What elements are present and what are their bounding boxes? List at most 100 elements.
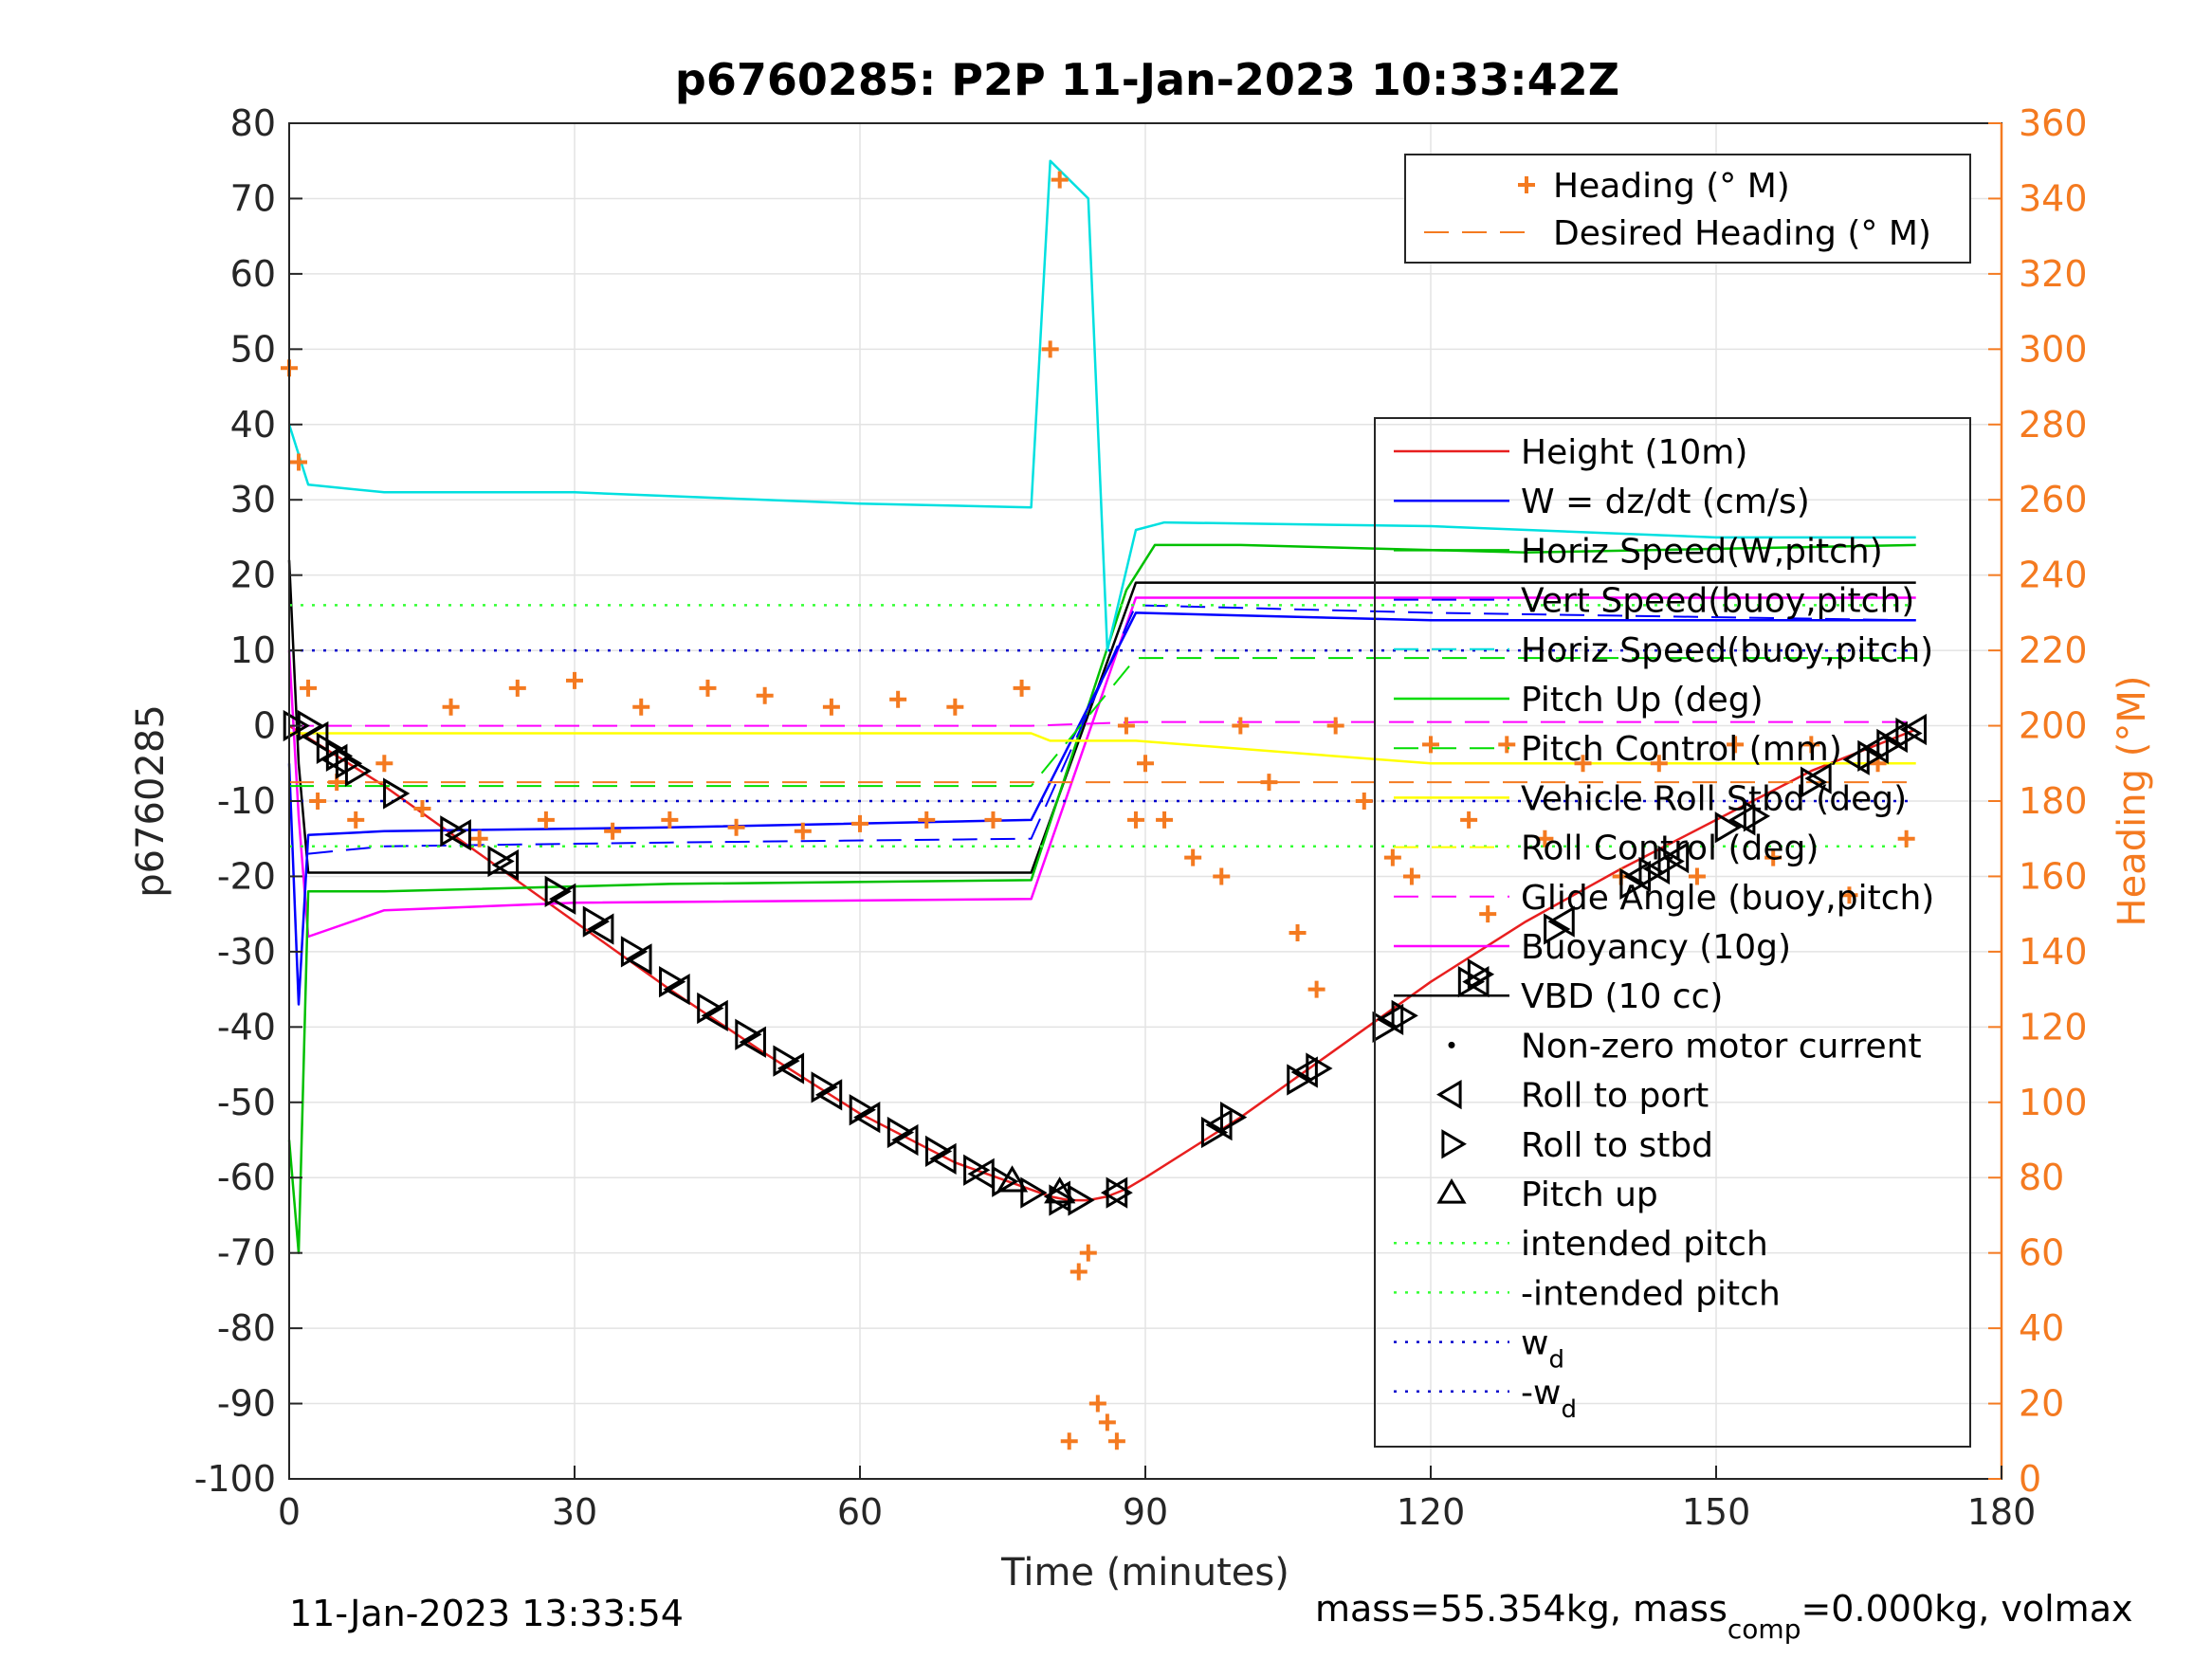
series-point-heading-m <box>946 698 964 716</box>
series-point-heading-m <box>1460 811 1478 829</box>
series-point-heading-m <box>1117 717 1135 735</box>
series-point-heading-m <box>1383 848 1401 866</box>
legend-label: Glide Angle (buoy,pitch) <box>1521 879 1934 918</box>
y2-tick-label: 320 <box>2019 253 2088 295</box>
series-point-heading-m <box>1041 340 1059 358</box>
legend-label: Roll Control (deg) <box>1521 830 1819 868</box>
series-point-heading-m <box>661 811 679 829</box>
marker-tri-right <box>1306 1052 1333 1085</box>
legend-swatch-tri-right <box>1441 1129 1467 1159</box>
series-point-heading-m <box>1156 811 1174 829</box>
y-tick-label: 80 <box>230 102 276 144</box>
series-point-heading-m <box>1213 867 1231 885</box>
x-tick-label: 150 <box>1682 1491 1751 1533</box>
y-tick-label: 60 <box>230 253 276 295</box>
series-point-heading-m <box>727 818 745 836</box>
main-legend: Height (10m) W = dz/dt (cm/s) Horiz Speed(… <box>1374 417 1971 1448</box>
series-point-heading-m <box>851 814 868 832</box>
marker-tri-right <box>1544 913 1571 945</box>
marker-tri-left <box>1100 1176 1128 1209</box>
y2-tick-label: 120 <box>2019 1006 2088 1048</box>
legend-label: Pitch up <box>1521 1176 1658 1214</box>
x-tick-label: 90 <box>1123 1491 1168 1533</box>
y-tick-label: -60 <box>217 1157 276 1198</box>
marker-tri-left <box>929 1142 957 1175</box>
marker-tri-right <box>1714 811 1742 844</box>
y-tick-label: -10 <box>217 780 276 822</box>
x-axis-label: Time (minutes) <box>1000 1551 1289 1595</box>
left-axis: 80 70 60 50 40 30 20 10 0 -10 -20 -30 -40 -50 -60 -70 -8… <box>194 102 302 1500</box>
marker-tri-right <box>383 777 411 810</box>
y-axis-label: p6760285 <box>129 704 173 898</box>
marker-tri-left <box>777 1052 805 1085</box>
legend-label: Heading (° M) <box>1553 167 1790 206</box>
series-line-vehicle-roll-stbd-deg <box>289 732 1916 765</box>
legend-label: Horiz Speed(W,pitch) <box>1521 532 1883 571</box>
marker-tri-left <box>1880 720 1908 754</box>
marker-tri-right <box>582 905 611 938</box>
y2-tick-label: 220 <box>2019 629 2088 671</box>
y2-tick-label: 60 <box>2019 1232 2064 1274</box>
marker-tri-right <box>735 1018 762 1050</box>
legend-label: wd <box>1521 1324 1564 1375</box>
series-point-heading-m <box>984 811 1002 829</box>
marker-tri-right <box>659 966 686 998</box>
y-tick-label: -20 <box>217 855 276 897</box>
series-point-heading-m <box>566 671 583 689</box>
series-point-heading-m <box>1802 736 1820 754</box>
series-point-heading-m <box>1260 774 1278 792</box>
x-tick-label: 60 <box>837 1491 883 1533</box>
marker-tri-right <box>773 1045 800 1077</box>
marker-tri-left <box>1642 852 1671 885</box>
y2-axis-label: Heading (°M) <box>2111 676 2154 927</box>
series-point-heading-m <box>1479 905 1497 923</box>
marker-tri-right <box>544 875 572 907</box>
y2-tick-label: 160 <box>2019 855 2088 897</box>
marker-tri-right <box>924 1135 953 1168</box>
y2-tick-label: 200 <box>2019 705 2088 747</box>
legend-label: Roll to port <box>1521 1077 1709 1116</box>
series-point-heading-m <box>1069 1263 1088 1281</box>
marker-tri-left <box>1623 860 1652 893</box>
series-point-heading-m <box>1137 755 1154 773</box>
marker-tri-right <box>1743 800 1771 832</box>
y2-tick-label: 300 <box>2019 328 2088 370</box>
series-line-horiz-speed-buoy-pitch <box>287 159 1916 652</box>
legend-swatch-dot <box>1448 1041 1455 1048</box>
x-tick-label: 180 <box>1967 1491 2037 1533</box>
marker-tri-right <box>1106 1176 1133 1209</box>
y2-tick-label: 240 <box>2019 555 2088 596</box>
marker-tri-left <box>1842 743 1870 775</box>
main-legend-box <box>1374 417 1971 1448</box>
legend-label: Pitch Control (mm) <box>1521 730 1842 769</box>
series-point-heading-m <box>1727 736 1745 754</box>
marker-tri-left <box>1861 732 1889 765</box>
series-point-heading-m <box>1574 755 1592 773</box>
legend-label: -wd <box>1521 1374 1577 1424</box>
y2-tick-label: 0 <box>2019 1458 2041 1500</box>
series-point-heading-m <box>1051 171 1069 189</box>
marker-tri-right <box>335 747 363 779</box>
series-point-heading-m <box>1402 867 1420 885</box>
series-point-heading-m <box>756 686 774 704</box>
plot-grid <box>288 122 2002 1480</box>
y2-tick-label: 360 <box>2019 102 2088 144</box>
legend-swatch-tri-left <box>1436 1079 1462 1110</box>
series-point-heading-m <box>1840 886 1858 904</box>
y2-tick-label: 180 <box>2019 780 2088 822</box>
y-tick-label: 0 <box>253 705 276 747</box>
series-point-heading-m <box>1897 830 1915 848</box>
bottom-axis: 0 30 60 90 120 150 180 <box>278 1466 2036 1533</box>
legend-label: Vehicle Roll Stbd (deg) <box>1521 779 1907 818</box>
series-line-glide-angle-buoy-pitch <box>289 720 1916 727</box>
y2-tick-label: 260 <box>2019 479 2088 520</box>
x-tick-label: 120 <box>1397 1491 1466 1533</box>
y2-tick-label: 80 <box>2019 1157 2064 1198</box>
marker-tri-right <box>1200 1116 1229 1149</box>
series-point-heading-m <box>604 822 622 840</box>
marker-tri-right <box>1876 728 1904 761</box>
series-point-heading-m <box>1650 755 1668 773</box>
marker-tri-left <box>587 913 614 945</box>
marker-tri-left <box>320 743 348 775</box>
legend-label: -intended pitch <box>1521 1274 1781 1313</box>
